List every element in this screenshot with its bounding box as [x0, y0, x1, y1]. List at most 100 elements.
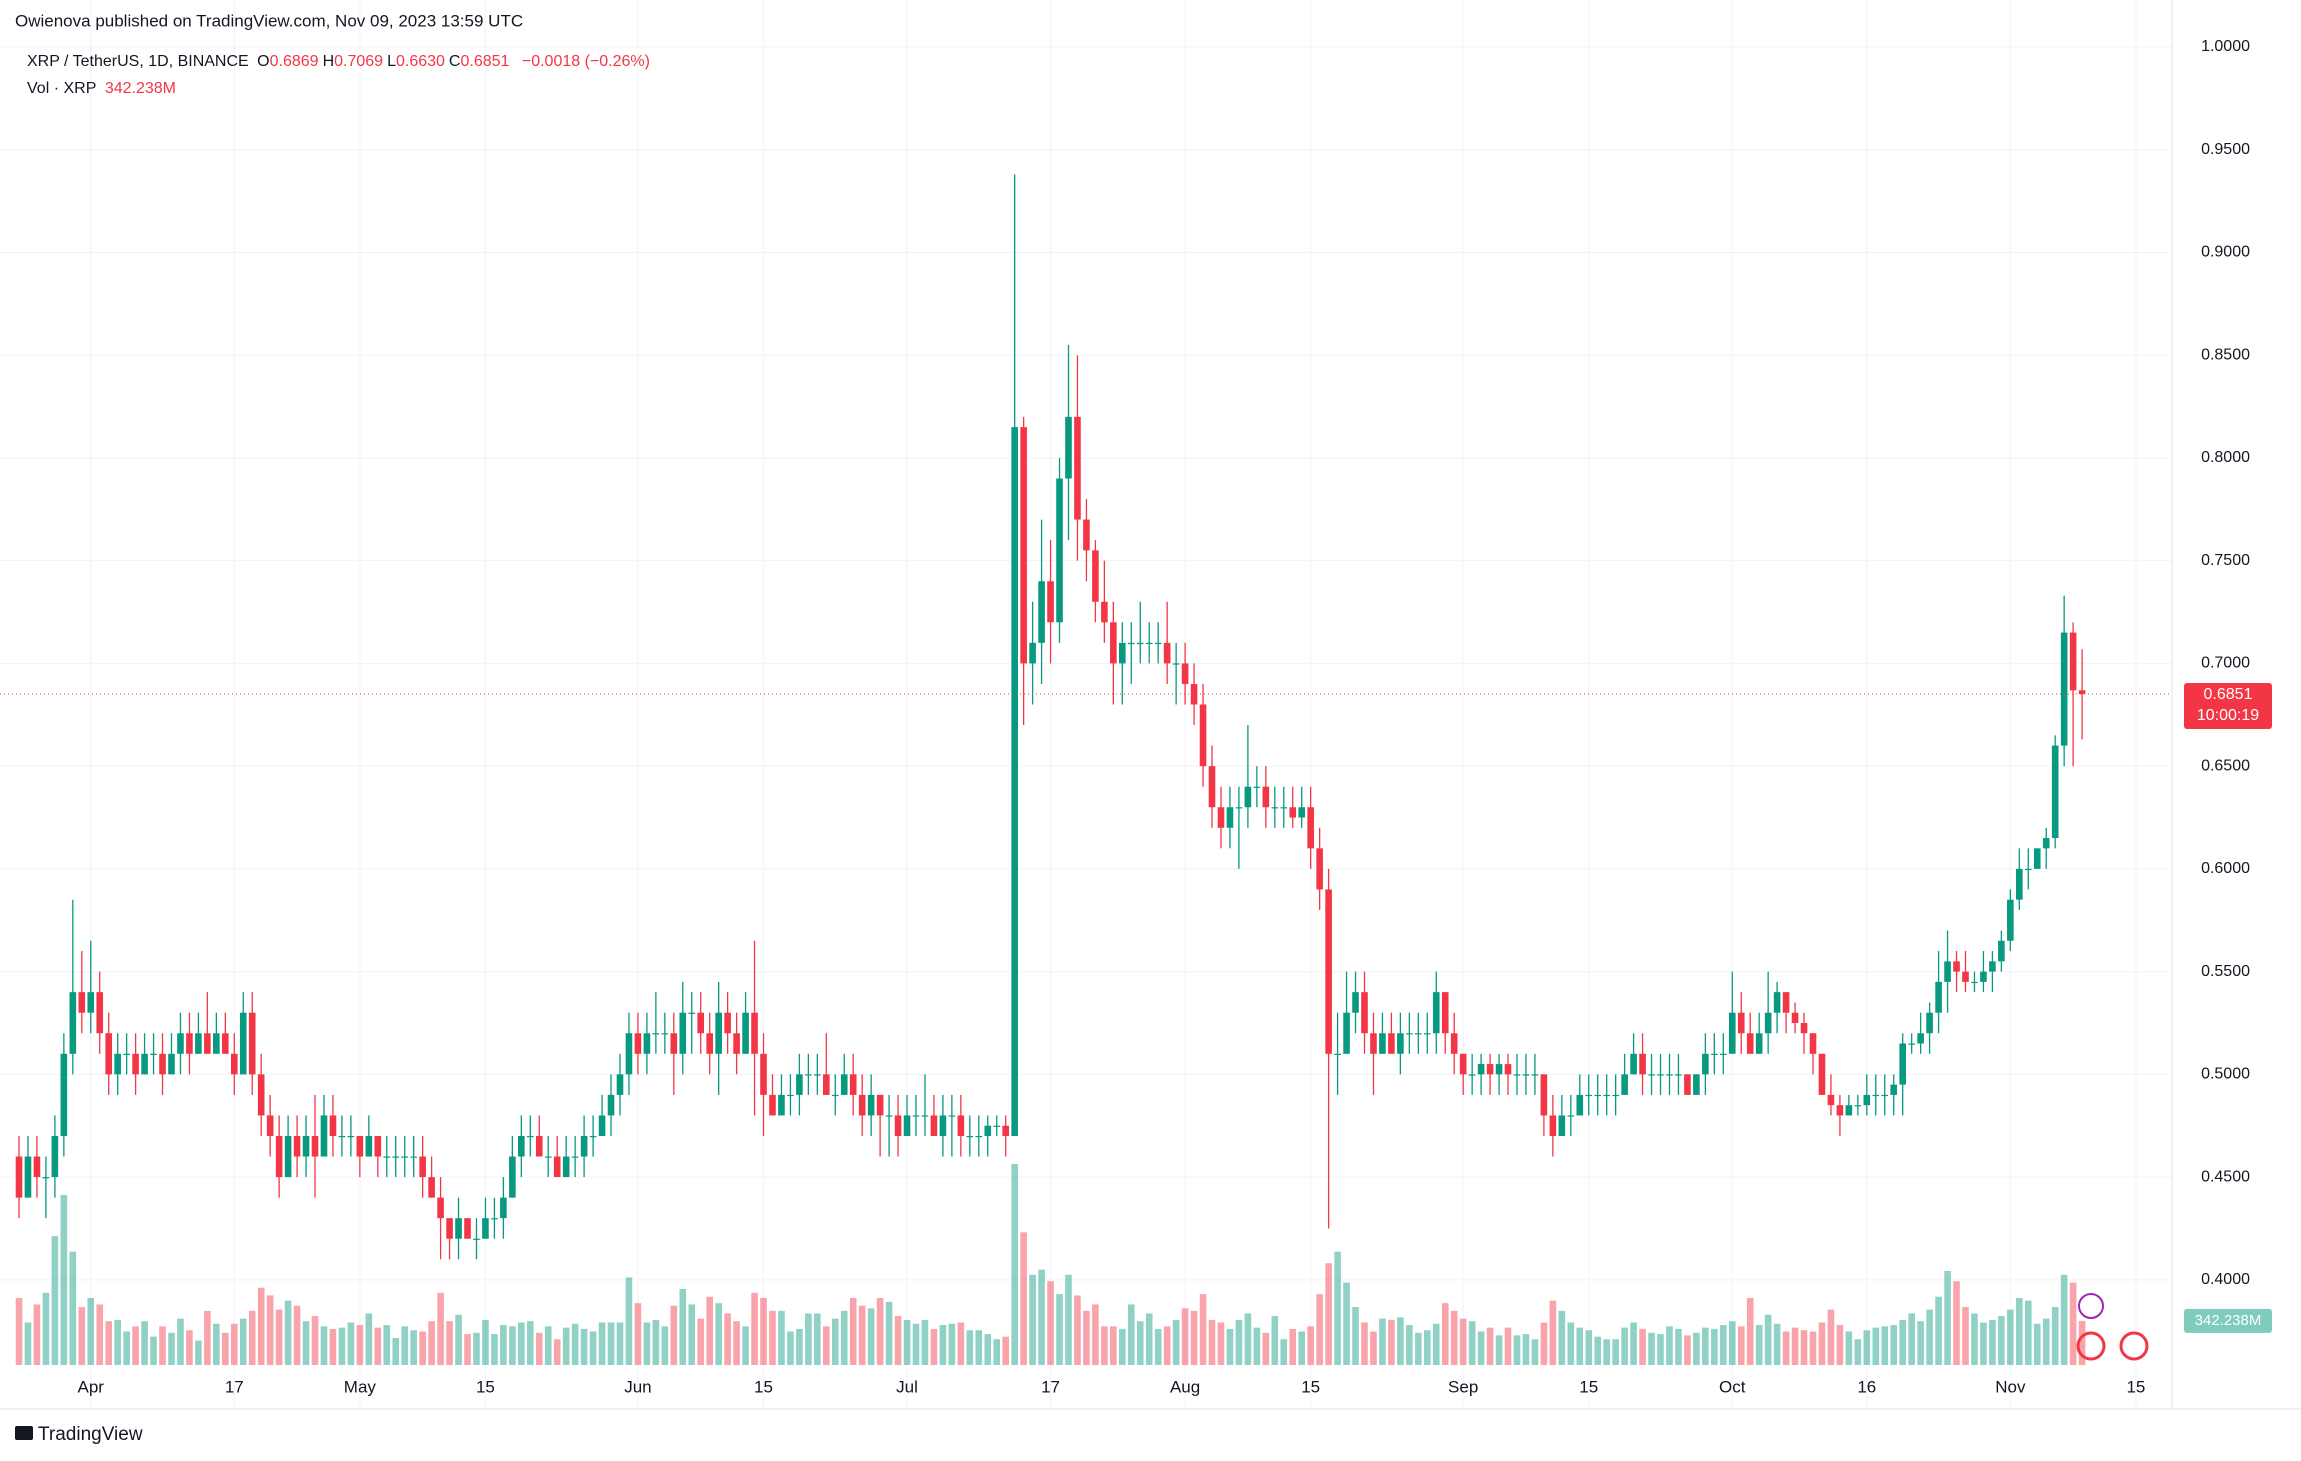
- candle-body: [1325, 889, 1332, 1054]
- volume-bar: [1056, 1294, 1063, 1365]
- candle-body: [1468, 1074, 1476, 1076]
- volume-bar: [1962, 1307, 1969, 1365]
- volume-bar: [894, 1316, 902, 1365]
- x-tick-label: 15: [476, 1377, 495, 1396]
- volume-bar: [1504, 1327, 1512, 1365]
- candle-body: [428, 1177, 435, 1198]
- candle-body: [1693, 1074, 1700, 1095]
- candle-body: [1244, 786, 1252, 808]
- x-tick-label: 16: [1857, 1377, 1876, 1396]
- volume-bar: [1047, 1281, 1054, 1365]
- candle-body: [1127, 642, 1135, 645]
- candle-body: [1423, 1033, 1431, 1035]
- candle-body: [1020, 427, 1027, 664]
- volume-bar: [679, 1288, 687, 1365]
- candle-body: [51, 1135, 59, 1178]
- volume-bar: [1684, 1335, 1691, 1365]
- candle-body: [1872, 1094, 1880, 1097]
- volume-bar: [1307, 1326, 1314, 1365]
- volume-bar: [338, 1327, 346, 1365]
- candle-body: [2033, 848, 2041, 869]
- candle-body: [2042, 838, 2050, 849]
- volume-bar: [1540, 1322, 1548, 1365]
- volume-label: 342.238M: [2195, 1312, 2262, 1329]
- candle-body: [1047, 581, 1054, 623]
- volume-bar: [975, 1330, 983, 1365]
- volume-bar: [1020, 1232, 1027, 1365]
- candle-body: [1791, 1012, 1799, 1023]
- candle-body: [670, 1033, 678, 1054]
- volume-bar: [544, 1326, 552, 1365]
- volume-bar: [1145, 1313, 1153, 1365]
- candle-body: [1504, 1064, 1512, 1075]
- candle-body: [903, 1115, 911, 1136]
- volume-bar: [1370, 1331, 1377, 1365]
- volume-bar: [1092, 1304, 1099, 1365]
- volume-bar: [1764, 1314, 1772, 1365]
- volume-bar: [2016, 1298, 2023, 1365]
- volume-bar: [670, 1305, 678, 1365]
- volume-bar: [625, 1277, 633, 1365]
- volume-bar: [257, 1287, 265, 1365]
- volume-bar: [903, 1319, 911, 1365]
- y-tick-label: 0.5000: [2201, 1066, 2250, 1083]
- candle-body: [1800, 1022, 1808, 1034]
- candle-body: [1352, 992, 1359, 1013]
- candle-body: [742, 1012, 749, 1054]
- candle-body: [1181, 663, 1189, 684]
- volume-bar: [1612, 1339, 1619, 1365]
- volume-bar: [1917, 1321, 1924, 1365]
- candle-body: [239, 1012, 247, 1075]
- volume-bar: [1513, 1335, 1521, 1365]
- volume-bar: [1720, 1325, 1727, 1365]
- ohlc-value: 0.7069: [334, 53, 384, 70]
- candle-body: [401, 1156, 409, 1158]
- candle-body: [589, 1135, 597, 1138]
- volume-bar: [114, 1319, 121, 1365]
- candle-body: [1361, 992, 1368, 1034]
- candle-body: [1029, 642, 1036, 664]
- candle-body: [392, 1156, 400, 1158]
- candles: [15, 174, 2086, 1260]
- candle-body: [1217, 807, 1225, 828]
- volume-title: Vol · XRP: [27, 80, 97, 97]
- candle-body: [1585, 1094, 1593, 1097]
- volume-bar: [1235, 1319, 1243, 1365]
- volume-bar: [885, 1301, 893, 1365]
- volume-bar: [1675, 1328, 1682, 1365]
- candle-body: [1307, 807, 1314, 849]
- volume-bar: [141, 1321, 148, 1365]
- candle-body: [338, 1135, 346, 1138]
- volume-bar: [248, 1310, 256, 1365]
- candle-body: [535, 1135, 543, 1157]
- candle-body: [42, 1177, 50, 1179]
- candle-body: [1576, 1094, 1584, 1116]
- volume-bar: [1406, 1325, 1413, 1365]
- volume-bar: [643, 1322, 651, 1365]
- volume-bar: [1379, 1318, 1386, 1365]
- volume-bar: [1468, 1321, 1476, 1365]
- logo: TradingView: [15, 1424, 143, 1445]
- candle-body: [751, 1012, 758, 1054]
- volume-bar: [1926, 1309, 1933, 1365]
- candle-body: [1935, 981, 1942, 1013]
- candle-body: [365, 1135, 373, 1157]
- candle-body: [1782, 992, 1790, 1013]
- volume-bar: [1998, 1316, 2005, 1365]
- candle-body: [1119, 642, 1126, 664]
- volume-bar: [1316, 1294, 1323, 1365]
- volume-bar: [840, 1310, 848, 1365]
- volume-bar: [1863, 1330, 1871, 1365]
- x-tick-label: Jun: [624, 1377, 651, 1396]
- volume-bar: [535, 1332, 543, 1365]
- volume-bar: [1423, 1330, 1431, 1365]
- candle-body: [1074, 416, 1081, 520]
- candle-body: [329, 1115, 337, 1136]
- candle-body: [1657, 1074, 1664, 1076]
- ohlc-label: O: [257, 53, 270, 70]
- volume-bar: [1038, 1269, 1045, 1365]
- candle-body: [1459, 1053, 1467, 1075]
- volume-bar: [1621, 1327, 1628, 1365]
- volume-bar: [814, 1313, 821, 1365]
- volume-bar: [1397, 1317, 1404, 1365]
